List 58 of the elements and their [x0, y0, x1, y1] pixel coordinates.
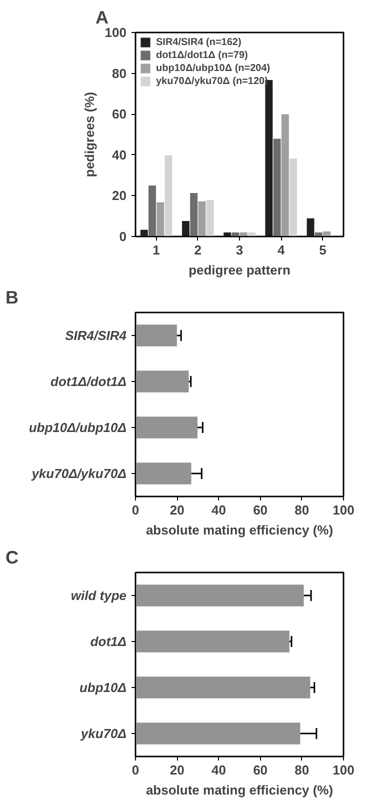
- y-tick-label: dot1Δ/dot1Δ: [50, 374, 127, 389]
- bar: [148, 186, 156, 236]
- y-tick-label: yku70Δ/yku70Δ: [30, 466, 127, 481]
- x-tick-label: 2: [194, 242, 202, 258]
- y-tick-label: 80: [112, 66, 127, 81]
- bar: [306, 218, 314, 236]
- x-tick-label: 60: [253, 762, 268, 778]
- x-tick-label: 20: [170, 502, 184, 518]
- bar: [136, 416, 198, 438]
- bar: [136, 370, 189, 392]
- bar: [206, 200, 214, 236]
- x-tick-label: 40: [211, 502, 226, 518]
- bar: [190, 193, 198, 236]
- chart-title: C: [6, 548, 18, 568]
- bar: [136, 324, 177, 346]
- chart-title: A: [96, 8, 108, 28]
- x-tick-label: 40: [211, 762, 226, 778]
- x-axis-title: absolute mating efficiency (%): [146, 522, 334, 538]
- y-tick-label: 40: [112, 147, 127, 162]
- x-tick-label: 1: [152, 242, 160, 258]
- y-tick-label: SIR4/SIR4: [65, 328, 128, 343]
- chart-title: B: [6, 288, 18, 308]
- legend-label: dot1Δ/dot1Δ (n=79): [156, 49, 248, 61]
- x-tick-label: 4: [277, 242, 286, 258]
- bar: [198, 201, 206, 236]
- legend-label: ubp10Δ/ubp10Δ (n=204): [156, 62, 270, 74]
- y-tick-label: ubp10Δ: [79, 680, 127, 695]
- bar: [136, 462, 192, 484]
- bar: [273, 138, 281, 236]
- x-tick-label: 0: [132, 762, 140, 778]
- bar: [182, 220, 190, 236]
- y-tick-label: 20: [112, 188, 127, 204]
- x-tick-label: 0: [132, 502, 140, 518]
- bar: [290, 158, 297, 236]
- bar: [140, 230, 148, 236]
- y-tick-label: 100: [104, 25, 127, 40]
- x-tick-label: 80: [294, 502, 310, 518]
- legend-label: yku70Δ/yku70Δ (n=120): [156, 75, 268, 87]
- x-tick-label: 100: [332, 502, 354, 518]
- x-tick-label: 80: [294, 762, 310, 778]
- bar: [156, 202, 164, 236]
- y-tick-label: wild type: [70, 588, 127, 603]
- x-axis-title: absolute mating efficiency (%): [146, 782, 334, 798]
- bar: [281, 114, 289, 236]
- y-tick-label: dot1Δ: [90, 634, 127, 649]
- y-tick-label: 60: [112, 106, 127, 122]
- bar: [164, 155, 172, 236]
- x-tick-label: 100: [332, 762, 354, 778]
- x-tick-label: 60: [253, 502, 268, 518]
- y-tick-label: ubp10Δ/ubp10Δ: [28, 420, 127, 435]
- legend-label: SIR4/SIR4 (n=162): [156, 36, 242, 48]
- x-tick-label: 20: [170, 762, 184, 778]
- y-tick-label: 0: [119, 229, 127, 244]
- x-tick-label: 5: [319, 242, 326, 258]
- x-tick-label: 3: [236, 242, 244, 258]
- y-tick-label: yku70Δ: [80, 726, 127, 741]
- x-axis-title: pedigree pattern: [188, 262, 290, 278]
- y-axis-title: pedigrees (%): [82, 92, 97, 178]
